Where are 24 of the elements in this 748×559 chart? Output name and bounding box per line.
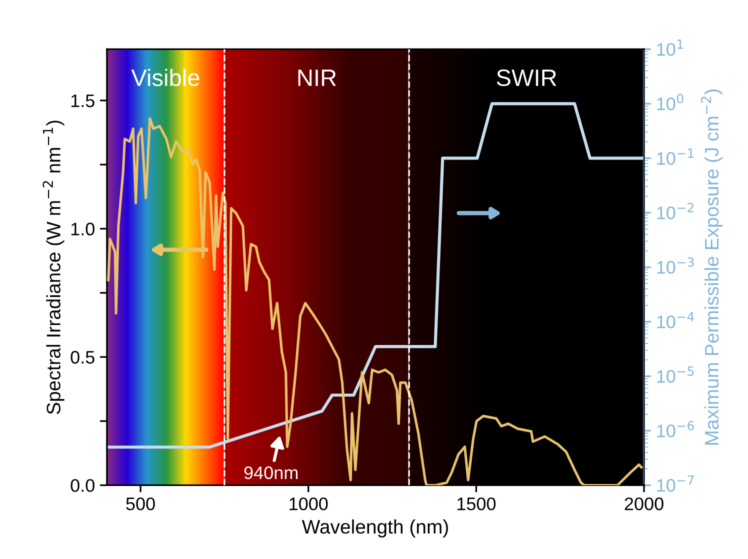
band-label: Visible: [131, 68, 200, 86]
y2-tick-label: 10$^{1}$: [657, 39, 683, 56]
y-tick-label: 1.5: [71, 94, 94, 108]
y-axis-title: Spectral Irradiance (W m$^{−2}$ nm$^{−1}$): [42, 120, 64, 414]
x-axis-title: Wavelength (nm): [302, 519, 448, 538]
y-tick-label: 0.0: [70, 479, 94, 492]
y2-tick-label: 10$^{−1}$: [657, 148, 694, 165]
x-tick-label: 1500: [457, 497, 496, 510]
y2-tick-label: 10$^{−5}$: [657, 366, 694, 383]
x-tick-label: 500: [126, 497, 155, 510]
y2-tick-label: 10$^{−4}$: [657, 312, 694, 328]
y2-tick-label: 10$^{−3}$: [657, 257, 694, 274]
y-tick-label: 1.0: [71, 222, 94, 236]
y2-tick-label: 10$^{−2}$: [657, 202, 694, 220]
y2-tick-label: 10$^{0}$: [657, 94, 684, 110]
band-label: NIR: [298, 70, 336, 86]
x-tick-label: 1000: [290, 497, 328, 510]
y-tick-label: 0.5: [70, 350, 94, 364]
band-label: SWIR: [496, 69, 556, 86]
y2-axis-title: Maximum Permissible Exposure (J cm$^{−2}$): [700, 90, 723, 445]
y2-tick-label: 10$^{−6}$: [657, 420, 694, 438]
annotation: 940nm: [244, 466, 298, 480]
y2-tick-label: 10$^{−7}$: [657, 476, 694, 492]
x-tick-label: 2000: [624, 497, 664, 510]
